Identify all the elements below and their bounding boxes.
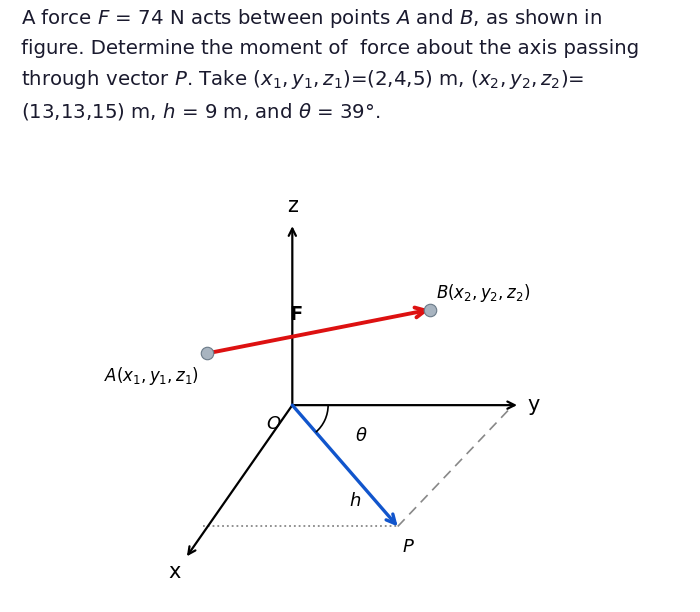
Text: A force $\mathit{F}$ = 74 N acts between points $\mathit{A}$ and $\mathit{B}$, a: A force $\mathit{F}$ = 74 N acts between… — [21, 7, 639, 122]
Text: $O$: $O$ — [266, 415, 281, 433]
Text: x: x — [169, 562, 181, 582]
Text: $B(x_2, y_2, z_2)$: $B(x_2, y_2, z_2)$ — [435, 282, 530, 304]
Text: $h$: $h$ — [349, 492, 362, 510]
Text: z: z — [287, 196, 298, 216]
Text: $\mathbf{F}$: $\mathbf{F}$ — [288, 305, 302, 324]
Text: $A(x_1, y_1, z_1)$: $A(x_1, y_1, z_1)$ — [104, 365, 199, 387]
Text: y: y — [527, 395, 540, 415]
Text: $\theta$: $\theta$ — [356, 427, 368, 446]
Text: $P$: $P$ — [402, 539, 414, 556]
